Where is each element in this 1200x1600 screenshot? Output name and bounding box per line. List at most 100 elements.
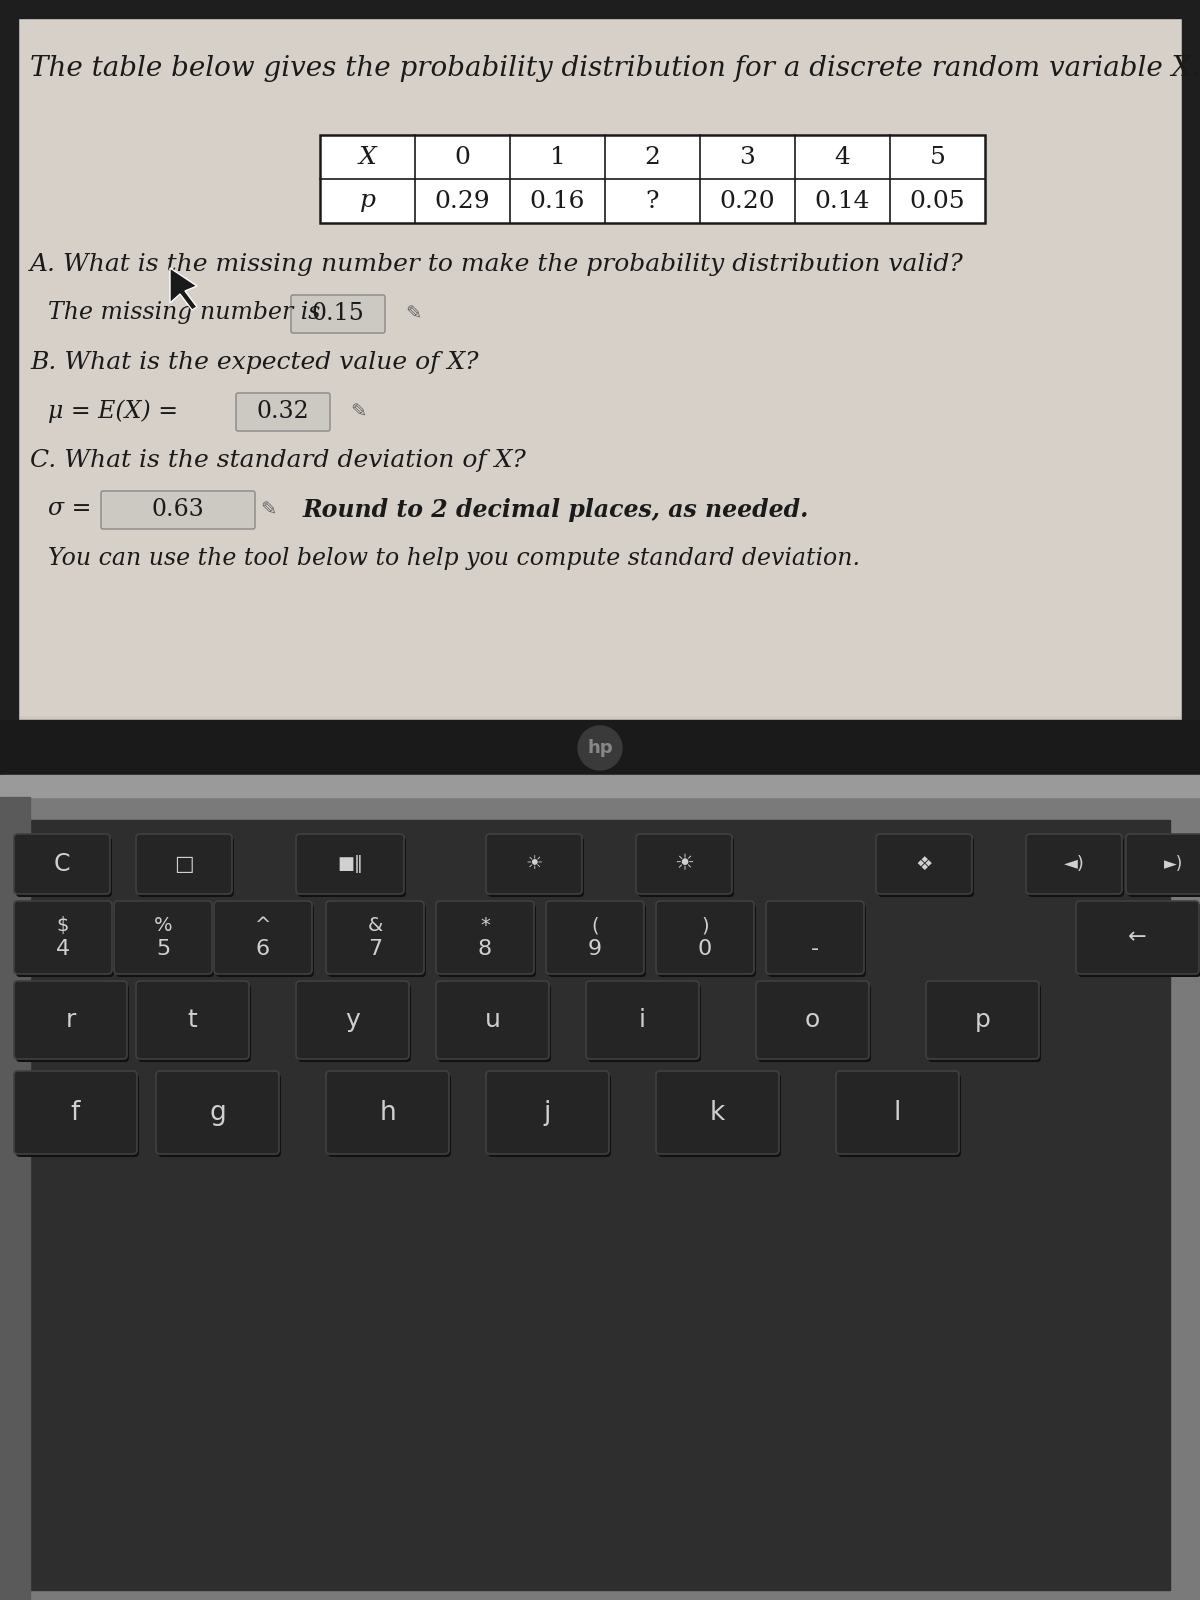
Text: u: u	[485, 1008, 500, 1032]
FancyBboxPatch shape	[636, 834, 732, 894]
FancyBboxPatch shape	[658, 904, 756, 978]
Text: 0.29: 0.29	[434, 189, 491, 213]
Text: ☀: ☀	[674, 854, 694, 874]
Text: *: *	[480, 917, 490, 936]
Text: B. What is the expected value of X?: B. What is the expected value of X?	[30, 350, 479, 374]
Text: The table below gives the probability distribution for a discrete random variabl: The table below gives the probability di…	[30, 54, 1200, 82]
Bar	[0, 797, 1200, 1600]
Text: ✎: ✎	[404, 304, 421, 323]
Text: f: f	[71, 1099, 80, 1125]
FancyBboxPatch shape	[486, 834, 582, 894]
Bar	[0, 0, 18, 720]
FancyBboxPatch shape	[926, 981, 1039, 1059]
FancyBboxPatch shape	[114, 901, 212, 974]
Text: t: t	[187, 1008, 197, 1032]
FancyBboxPatch shape	[214, 901, 312, 974]
FancyBboxPatch shape	[116, 904, 214, 978]
FancyBboxPatch shape	[758, 984, 871, 1062]
FancyBboxPatch shape	[328, 1074, 451, 1157]
FancyBboxPatch shape	[836, 1070, 959, 1154]
Text: 5: 5	[930, 146, 946, 168]
Text: 0.15: 0.15	[312, 302, 365, 325]
FancyBboxPatch shape	[101, 491, 256, 530]
FancyBboxPatch shape	[156, 1070, 278, 1154]
Text: A. What is the missing number to make the probability distribution valid?: A. What is the missing number to make th…	[30, 253, 964, 275]
FancyBboxPatch shape	[1028, 837, 1124, 898]
Text: σ =: σ =	[48, 498, 91, 520]
Text: r: r	[65, 1008, 76, 1032]
Text: p: p	[360, 189, 376, 213]
Text: ✎: ✎	[350, 403, 366, 421]
Text: 9: 9	[588, 939, 602, 960]
Text: 0.14: 0.14	[815, 189, 870, 213]
Text: ❖: ❖	[916, 854, 932, 874]
Bar	[0, 797, 30, 1600]
Text: ✎: ✎	[260, 501, 276, 520]
FancyBboxPatch shape	[138, 837, 234, 898]
Text: ■‖: ■‖	[337, 854, 364, 874]
FancyBboxPatch shape	[768, 904, 866, 978]
Text: 1: 1	[550, 146, 565, 168]
FancyBboxPatch shape	[16, 1074, 139, 1157]
Bar	[0, 1160, 1200, 1600]
Text: i: i	[640, 1008, 646, 1032]
FancyBboxPatch shape	[16, 837, 112, 898]
FancyBboxPatch shape	[658, 1074, 781, 1157]
FancyBboxPatch shape	[16, 904, 114, 978]
Bar	[20, 0, 1180, 715]
FancyBboxPatch shape	[1026, 834, 1122, 894]
FancyBboxPatch shape	[298, 837, 406, 898]
FancyBboxPatch shape	[216, 904, 314, 978]
Text: Round to 2 decimal places, as needed.: Round to 2 decimal places, as needed.	[302, 498, 809, 522]
FancyBboxPatch shape	[14, 834, 110, 894]
Text: h: h	[379, 1099, 396, 1125]
FancyBboxPatch shape	[16, 984, 130, 1062]
Text: 7: 7	[368, 939, 382, 960]
FancyBboxPatch shape	[14, 981, 127, 1059]
FancyBboxPatch shape	[756, 981, 869, 1059]
FancyBboxPatch shape	[438, 904, 536, 978]
FancyBboxPatch shape	[436, 981, 550, 1059]
Text: 5: 5	[156, 939, 170, 960]
Text: j: j	[544, 1099, 551, 1125]
FancyBboxPatch shape	[1128, 837, 1200, 898]
FancyBboxPatch shape	[14, 901, 112, 974]
FancyBboxPatch shape	[14, 1070, 137, 1154]
FancyBboxPatch shape	[236, 394, 330, 430]
FancyBboxPatch shape	[1126, 834, 1200, 894]
Text: -: -	[811, 939, 820, 960]
FancyBboxPatch shape	[296, 834, 404, 894]
Text: You can use the tool below to help you compute standard deviation.: You can use the tool below to help you c…	[48, 547, 860, 570]
FancyBboxPatch shape	[1076, 901, 1199, 974]
Text: 8: 8	[478, 939, 492, 960]
FancyBboxPatch shape	[296, 981, 409, 1059]
Bar	[320, 134, 985, 222]
Text: ?: ?	[646, 189, 659, 213]
FancyBboxPatch shape	[766, 901, 864, 974]
Text: 0.20: 0.20	[720, 189, 775, 213]
Text: X: X	[359, 146, 377, 168]
FancyBboxPatch shape	[548, 904, 646, 978]
FancyBboxPatch shape	[488, 837, 584, 898]
Text: 2: 2	[644, 146, 660, 168]
Text: l: l	[894, 1099, 901, 1125]
Bar	[1182, 0, 1200, 720]
Text: ): )	[701, 917, 709, 936]
FancyBboxPatch shape	[298, 984, 410, 1062]
FancyBboxPatch shape	[588, 984, 701, 1062]
FancyBboxPatch shape	[546, 901, 644, 974]
FancyBboxPatch shape	[928, 984, 1042, 1062]
Bar	[0, 0, 1200, 18]
FancyBboxPatch shape	[292, 294, 385, 333]
Bar	[0, 774, 1200, 797]
Text: 6: 6	[256, 939, 270, 960]
Text: 0: 0	[698, 939, 712, 960]
Text: y: y	[346, 1008, 360, 1032]
FancyBboxPatch shape	[436, 901, 534, 974]
FancyBboxPatch shape	[438, 984, 551, 1062]
Text: ►): ►)	[1164, 854, 1183, 874]
Text: C. What is the standard deviation of X?: C. What is the standard deviation of X?	[30, 450, 526, 472]
Bar	[0, 720, 1200, 774]
FancyBboxPatch shape	[328, 904, 426, 978]
Text: 0.63: 0.63	[151, 499, 204, 522]
